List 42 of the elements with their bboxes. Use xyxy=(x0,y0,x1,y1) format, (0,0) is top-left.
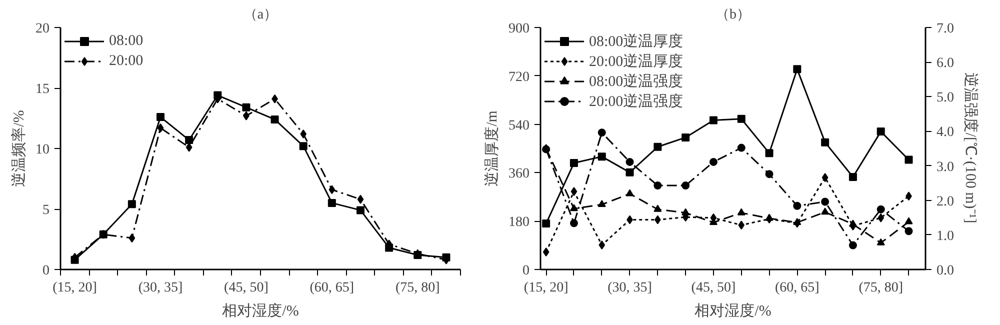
y-tick-label: 360 xyxy=(508,166,530,182)
legend-label: 08:00逆温厚度 xyxy=(589,32,684,50)
y2-axis-title: 逆温强度/[℃·(100 m)⁻¹] xyxy=(962,72,979,224)
x-tick-label: (60, 65] xyxy=(775,280,820,296)
y-tick-label: 0 xyxy=(522,264,530,278)
y2-tick-label: 0.0 xyxy=(936,264,954,278)
y2-tick-label: 2.0 xyxy=(936,194,954,210)
y-tick-label: 20 xyxy=(36,22,50,36)
y-tick-label: 15 xyxy=(36,82,50,97)
y-tick-label: 720 xyxy=(508,70,530,85)
x-tick-label: (30, 35] xyxy=(138,280,183,296)
x-axis-title: 相对湿度/% xyxy=(222,302,299,320)
y-axis-title: 逆温厚度/m xyxy=(484,110,500,186)
y2-tick-label: 6.0 xyxy=(936,56,954,72)
x-tick-label: (75, 80] xyxy=(395,280,440,296)
chart-title: （b） xyxy=(716,8,750,22)
y-tick-label: 900 xyxy=(508,22,530,36)
y-tick-label: 0 xyxy=(42,264,50,278)
y2-tick-label: 3.0 xyxy=(936,160,954,175)
y2-tick-label: 5.0 xyxy=(936,90,954,106)
legend-label: 20:00逆温厚度 xyxy=(589,52,684,70)
x-axis-title: 相对湿度/% xyxy=(694,302,772,320)
y-axis-title: 逆温频率/% xyxy=(10,110,28,187)
y-tick-label: 10 xyxy=(36,142,50,158)
legend-label: 08:00 xyxy=(109,32,144,50)
y-tick-label: 180 xyxy=(508,215,530,230)
x-tick-label: (15, 20] xyxy=(52,280,97,296)
x-tick-label: (75, 80] xyxy=(858,280,904,296)
x-tick-label: (45, 50] xyxy=(691,280,736,296)
y-tick-label: 5 xyxy=(42,203,50,218)
legend-label: 20:00 xyxy=(109,52,144,70)
y2-tick-label: 4.0 xyxy=(936,125,954,140)
y2-tick-label: 7.0 xyxy=(936,22,954,36)
x-tick-label: (30, 35] xyxy=(608,280,652,296)
chart-title: （a） xyxy=(243,8,278,22)
x-tick-label: (60, 65] xyxy=(310,280,354,296)
legend-label: 08:00逆温强度 xyxy=(589,72,684,90)
x-tick-label: (15, 20] xyxy=(524,280,568,296)
legend-label: 20:00逆温强度 xyxy=(589,92,684,110)
y2-tick-label: 1.0 xyxy=(936,228,954,244)
y-tick-label: 540 xyxy=(508,118,530,134)
x-tick-label: (45, 50] xyxy=(224,280,268,296)
